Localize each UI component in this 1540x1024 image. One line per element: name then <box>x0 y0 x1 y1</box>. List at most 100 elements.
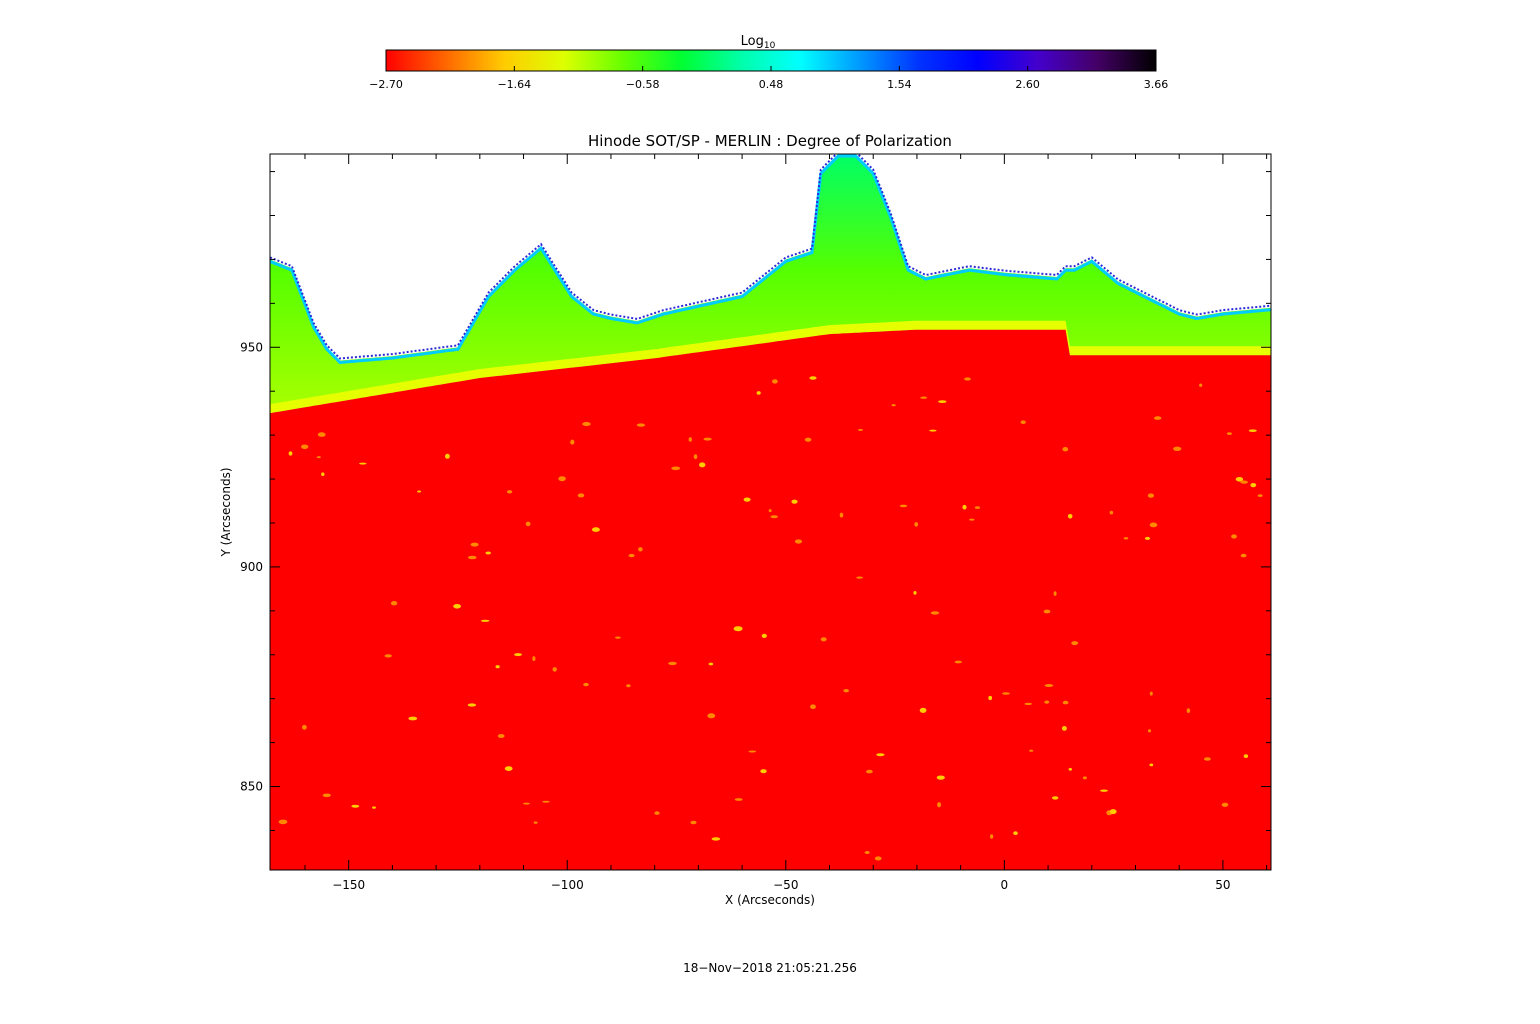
colorbar-tick-label: −1.64 <box>497 78 531 91</box>
bright-point <box>988 695 993 701</box>
bright-point <box>628 553 635 558</box>
bright-point <box>384 654 392 658</box>
bright-point <box>322 793 331 798</box>
bright-point <box>756 391 761 395</box>
y-axis-ticks: 850 900 950 <box>240 171 1271 831</box>
bright-point <box>707 713 716 719</box>
bright-point <box>582 422 591 426</box>
bright-point <box>1062 447 1069 452</box>
bright-point <box>351 804 360 808</box>
colorbar-tick-label: −2.70 <box>369 78 403 91</box>
bright-point <box>770 515 778 519</box>
bright-point <box>372 806 376 809</box>
bright-point <box>899 504 908 508</box>
bright-point <box>876 753 885 757</box>
plot-area <box>270 154 1271 870</box>
off-limb-noise-edge <box>270 154 1271 360</box>
bright-point <box>321 472 325 477</box>
bright-point <box>1226 432 1232 435</box>
bright-point <box>794 539 803 544</box>
bright-point <box>920 396 928 399</box>
bright-point <box>470 542 479 547</box>
bright-point <box>1082 776 1087 780</box>
bright-point <box>1235 477 1244 482</box>
bright-point <box>301 444 309 450</box>
bright-point <box>495 665 500 669</box>
bright-point <box>772 379 778 384</box>
bright-point <box>1147 729 1152 733</box>
bright-point <box>654 811 660 815</box>
colorbar-title: Log10 <box>741 34 776 51</box>
bright-point <box>1149 763 1154 767</box>
colorbar-subscript: 10 <box>764 41 776 51</box>
bright-point <box>1257 494 1263 497</box>
solar-disk <box>270 329 1271 870</box>
colorbar-tick-label: 1.54 <box>887 78 912 91</box>
bright-point <box>514 653 522 657</box>
bright-point <box>913 591 917 595</box>
bright-point <box>668 661 677 666</box>
bright-point <box>497 734 505 738</box>
bright-point <box>1149 522 1158 528</box>
y-tick-label: 900 <box>240 560 263 574</box>
bright-point <box>390 601 398 606</box>
bright-point <box>1204 757 1211 761</box>
footer-timestamp: 18−Nov−2018 21:05:21.256 <box>683 961 857 975</box>
bright-point <box>914 522 919 527</box>
bright-point <box>525 521 531 527</box>
bright-point <box>1044 700 1050 704</box>
colorbar-ticks: −2.70 −1.64 −0.58 0.48 1.54 2.60 3.66 <box>369 66 1168 91</box>
off-limb-edge <box>270 154 1271 365</box>
bright-point <box>1068 767 1073 771</box>
bright-point <box>1109 510 1114 515</box>
bright-point <box>699 462 706 468</box>
bright-point <box>937 802 942 808</box>
bright-point <box>866 769 873 774</box>
bright-point <box>468 555 477 560</box>
bright-point <box>1147 493 1154 498</box>
bright-point <box>591 527 600 532</box>
y-axis-label: Y (Arcseconds) <box>219 467 233 557</box>
bright-point <box>614 636 621 639</box>
bright-point <box>636 423 646 427</box>
bright-point <box>278 819 288 825</box>
plot-title: Hinode SOT/SP - MERLIN : Degree of Polar… <box>588 132 952 150</box>
bright-point <box>1248 429 1257 433</box>
bright-point <box>558 476 566 482</box>
x-tick-label: −50 <box>773 878 798 892</box>
bright-point <box>703 437 712 441</box>
x-tick-label: 0 <box>1001 878 1009 892</box>
x-tick-label: −150 <box>332 878 365 892</box>
bright-point <box>480 619 490 622</box>
bright-point <box>964 377 971 381</box>
bright-point <box>804 437 812 442</box>
bright-point <box>791 499 798 504</box>
bright-point <box>1199 383 1203 387</box>
bright-point <box>359 462 367 465</box>
bright-point <box>856 576 864 579</box>
bright-point <box>1123 537 1129 540</box>
colorbar-tick-label: 2.60 <box>1015 78 1040 91</box>
x-axis-ticks: −150 −100 −50 0 50 <box>304 154 1268 892</box>
bright-point <box>638 547 643 552</box>
bright-point <box>288 451 293 456</box>
bright-point <box>577 493 585 498</box>
bright-point <box>1052 796 1059 800</box>
y-tick-label: 850 <box>240 780 263 794</box>
bright-point <box>990 834 994 839</box>
bright-point <box>969 518 975 521</box>
x-axis-label: X (Arcseconds) <box>725 893 815 907</box>
bright-point <box>708 662 714 666</box>
bright-point <box>733 626 743 632</box>
bright-point <box>936 775 945 780</box>
bright-point <box>1044 684 1054 687</box>
bright-point <box>1024 702 1032 706</box>
bright-point <box>864 851 870 854</box>
limb-band <box>270 320 1271 414</box>
bright-point <box>1173 446 1182 451</box>
bright-point <box>1071 641 1079 646</box>
bright-point <box>919 707 927 713</box>
bright-point <box>690 820 697 825</box>
bright-point <box>809 376 817 380</box>
x-tick-label: 50 <box>1215 878 1230 892</box>
